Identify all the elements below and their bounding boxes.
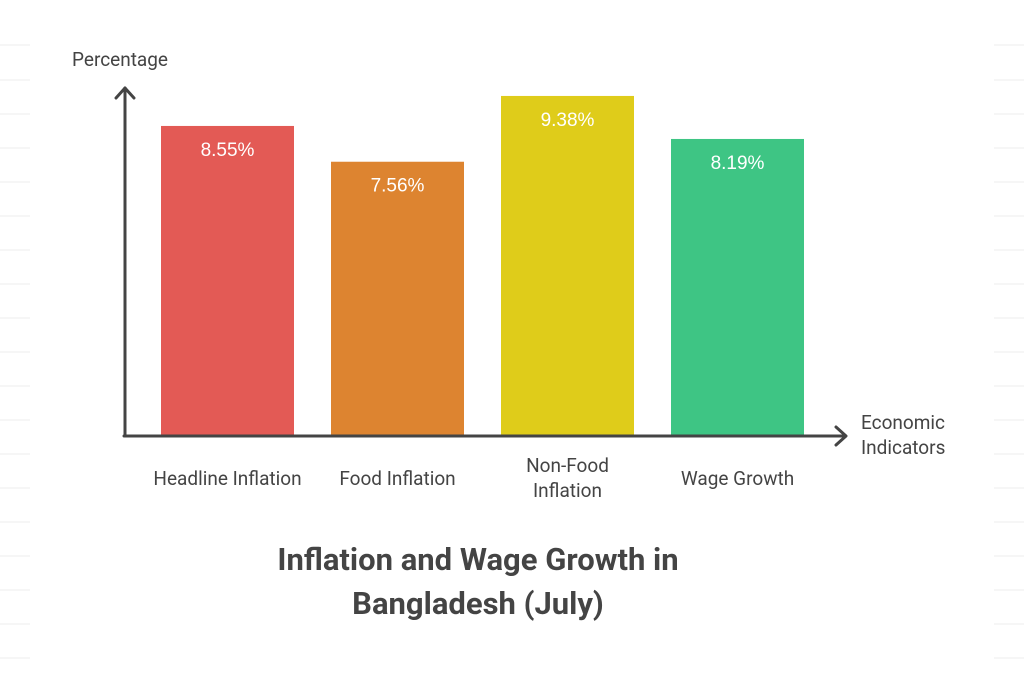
chart-title: Inflation and Wage Growth in Bangladesh … [277,541,679,622]
x-tick-label: Non-Food Inflation [526,454,609,502]
bar [501,95,634,435]
x-axis-label: Economic Indicators [861,411,946,459]
x-tick-label: Wage Growth [680,466,795,490]
y-axis-label: Percentage [72,48,169,71]
x-tick-label: Food Inflation [339,466,456,490]
bars: 8.55% 7.56% 9.38% 8.19% [161,95,804,436]
edge-decoration [0,44,1024,659]
axes [114,86,848,447]
value-label: 8.55% [201,140,255,161]
value-label: 7.56% [371,176,425,197]
x-tick-label: Headline Inflation [153,466,302,490]
bar [161,125,294,435]
value-label: 9.38% [541,110,595,131]
bar [671,138,804,435]
value-label: 8.19% [711,153,765,174]
bar [331,161,464,436]
